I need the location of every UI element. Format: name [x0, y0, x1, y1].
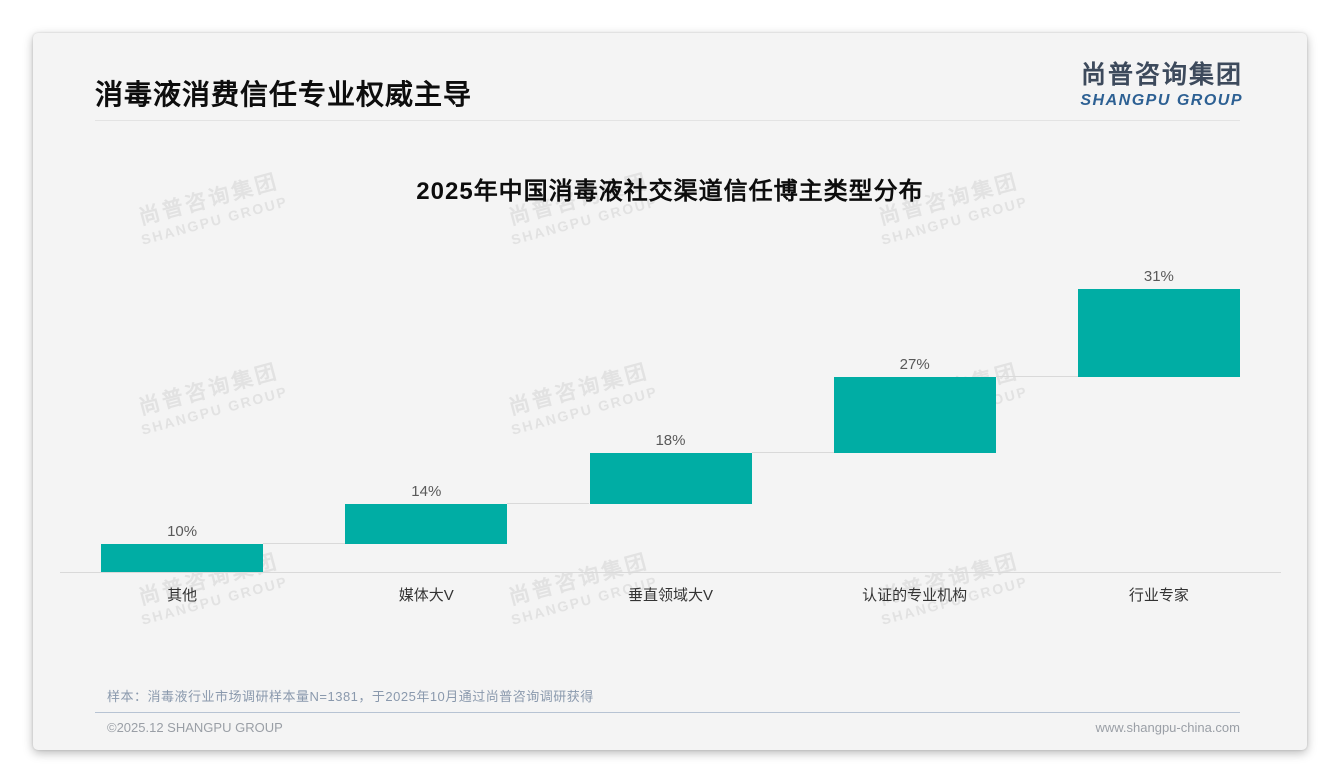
sample-note: 样本：消毒液行业市场调研样本量N=1381，于2025年10月通过尚普咨询调研获…	[107, 689, 594, 704]
footer-website: www.shangpu-china.com	[1095, 720, 1240, 735]
category-label: 媒体大V	[398, 587, 454, 604]
category-label: 垂直领域大V	[627, 587, 713, 604]
bar-value-label: 27%	[899, 355, 930, 373]
footer-copyright: ©2025.12 SHANGPU GROUP	[107, 720, 283, 735]
bar-其他	[101, 543, 264, 572]
bar-行业专家	[1077, 289, 1240, 377]
bar-垂直领域大V	[589, 453, 752, 505]
category-label: 认证的专业机构	[862, 587, 968, 604]
category-label: 其他	[167, 587, 198, 604]
report-card: 尚普咨询集团 SHANGPU GROUP 尚普咨询集团 SHANGPU GROUP 尚普…	[33, 33, 1307, 750]
step-connector-line	[263, 542, 346, 544]
bar-value-label: 10%	[167, 522, 198, 540]
x-axis-line	[60, 572, 1281, 573]
step-connector-line	[751, 452, 834, 454]
step-connector-line	[507, 503, 590, 505]
brand-logo-zh: 尚普咨询集团	[1080, 61, 1243, 89]
category-label: 行业专家	[1128, 587, 1189, 604]
step-connector-line	[995, 375, 1078, 377]
bar-媒体大V	[345, 504, 508, 544]
footer-divider	[95, 712, 1240, 713]
bar-value-label: 31%	[1143, 268, 1174, 285]
brand-logo: 尚普咨询集团 SHANGPU GROUP	[1080, 55, 1243, 110]
chart-title: 2025年中国消毒液社交渠道信任博主类型分布	[416, 178, 924, 205]
brand-logo-en: SHANGPU GROUP	[1080, 92, 1243, 109]
bar-value-label: 18%	[655, 432, 686, 450]
waterfall-chart: 10% 其他 14% 媒体大V 18% 垂直领域大V 27% 认证的专业机构 31% 行业专家	[60, 263, 1281, 615]
bar-value-label: 14%	[411, 483, 442, 501]
title-divider	[95, 120, 1240, 121]
page-title: 消毒液消费信任专业权威主导	[95, 79, 473, 110]
bar-认证的专业机构	[833, 376, 996, 454]
